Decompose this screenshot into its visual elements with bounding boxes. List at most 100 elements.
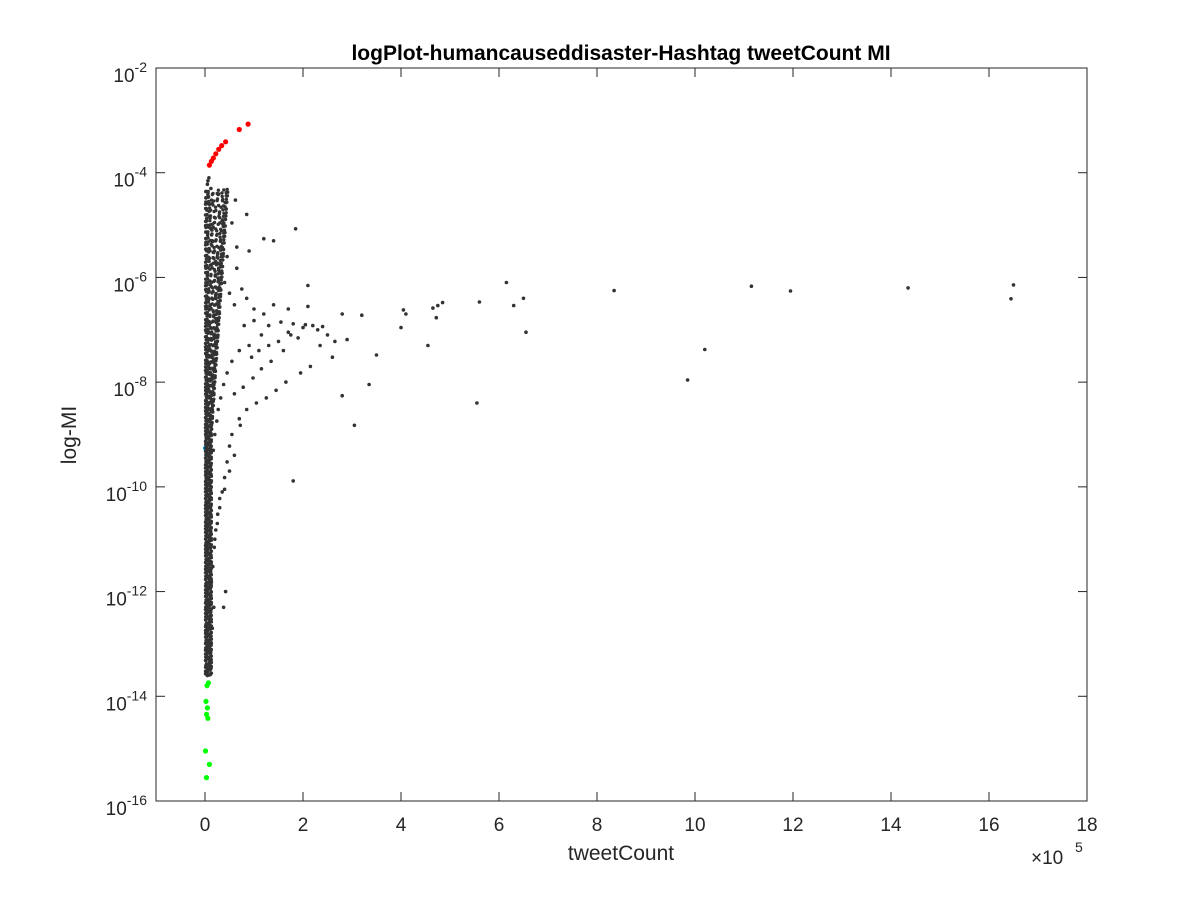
data-point bbox=[205, 381, 209, 386]
data-point bbox=[208, 613, 213, 617]
data-point bbox=[227, 444, 232, 448]
data-point bbox=[279, 320, 283, 324]
data-point bbox=[203, 223, 208, 228]
data-point bbox=[212, 336, 216, 340]
data-point bbox=[204, 439, 208, 444]
data-point bbox=[220, 275, 224, 279]
data-point bbox=[222, 221, 226, 225]
x-tick-label: 16 bbox=[978, 815, 999, 836]
data-point bbox=[262, 312, 266, 316]
data-point bbox=[212, 220, 217, 225]
data-point bbox=[218, 396, 223, 400]
data-point bbox=[217, 316, 221, 320]
data-point bbox=[204, 230, 208, 234]
data-point bbox=[203, 345, 208, 349]
data-point bbox=[217, 295, 221, 299]
data-point bbox=[298, 371, 303, 375]
data-point bbox=[340, 393, 345, 398]
data-point bbox=[206, 330, 211, 334]
data-point bbox=[206, 371, 210, 375]
data-point bbox=[216, 251, 220, 255]
data-point bbox=[227, 291, 232, 296]
data-point bbox=[209, 242, 213, 246]
data-point bbox=[212, 605, 216, 610]
data-point bbox=[209, 566, 213, 570]
data-point bbox=[218, 231, 222, 236]
data-point bbox=[233, 198, 238, 202]
data-point bbox=[222, 238, 226, 242]
data-point bbox=[203, 698, 209, 705]
data-point bbox=[223, 217, 228, 222]
data-point bbox=[224, 197, 229, 201]
data-point bbox=[276, 339, 281, 344]
data-point bbox=[210, 232, 214, 236]
y-tick-label: 10-16 bbox=[106, 792, 148, 820]
data-point bbox=[206, 300, 211, 304]
data-point bbox=[306, 304, 310, 309]
data-point bbox=[219, 281, 223, 286]
data-point bbox=[212, 332, 216, 336]
data-point bbox=[209, 272, 213, 277]
data-point bbox=[207, 521, 211, 526]
data-point bbox=[219, 244, 223, 249]
data-point bbox=[205, 591, 210, 595]
data-point bbox=[221, 204, 226, 208]
data-point bbox=[215, 244, 219, 248]
data-point bbox=[218, 221, 222, 225]
data-point bbox=[274, 388, 278, 393]
data-point bbox=[204, 544, 209, 548]
data-point bbox=[230, 221, 234, 225]
data-point bbox=[203, 304, 208, 309]
data-point bbox=[242, 323, 246, 328]
data-point bbox=[207, 323, 211, 328]
data-point bbox=[215, 255, 219, 259]
data-point bbox=[311, 323, 315, 328]
data-point bbox=[205, 672, 210, 677]
data-point bbox=[244, 296, 249, 301]
data-point bbox=[205, 317, 209, 322]
data-point bbox=[209, 502, 213, 506]
data-point bbox=[205, 510, 210, 514]
data-point bbox=[212, 326, 216, 330]
data-point bbox=[235, 266, 239, 271]
data-point bbox=[217, 505, 222, 510]
data-point bbox=[204, 240, 208, 244]
data-point bbox=[259, 367, 264, 371]
data-point bbox=[209, 336, 213, 341]
data-point bbox=[207, 259, 211, 264]
data-point bbox=[330, 355, 335, 360]
data-point bbox=[221, 251, 226, 256]
data-point bbox=[204, 456, 208, 461]
data-point bbox=[524, 330, 528, 335]
data-point bbox=[315, 328, 320, 332]
data-point bbox=[210, 302, 214, 306]
data-point bbox=[215, 325, 219, 330]
data-point bbox=[209, 549, 213, 553]
data-point bbox=[206, 655, 210, 660]
data-point bbox=[206, 574, 210, 578]
data-point bbox=[211, 225, 215, 229]
data-point bbox=[225, 187, 229, 192]
data-point bbox=[210, 420, 214, 425]
data-point bbox=[291, 322, 296, 326]
data-point bbox=[203, 409, 208, 413]
data-point bbox=[204, 335, 208, 339]
data-point bbox=[521, 296, 526, 301]
data-point bbox=[204, 271, 208, 275]
data-point bbox=[227, 469, 232, 473]
data-point bbox=[216, 203, 221, 208]
data-point bbox=[215, 512, 220, 516]
data-point bbox=[209, 630, 213, 634]
data-point bbox=[222, 487, 227, 492]
data-point bbox=[289, 333, 293, 337]
data-point bbox=[367, 382, 371, 387]
data-point bbox=[209, 525, 213, 530]
data-point bbox=[212, 397, 216, 401]
data-point bbox=[788, 289, 793, 293]
x-axis-label: tweetCount bbox=[568, 842, 674, 865]
data-point bbox=[215, 232, 219, 237]
data-point bbox=[213, 151, 219, 157]
data-point bbox=[301, 325, 305, 330]
data-point bbox=[252, 318, 256, 323]
data-point bbox=[221, 258, 225, 262]
